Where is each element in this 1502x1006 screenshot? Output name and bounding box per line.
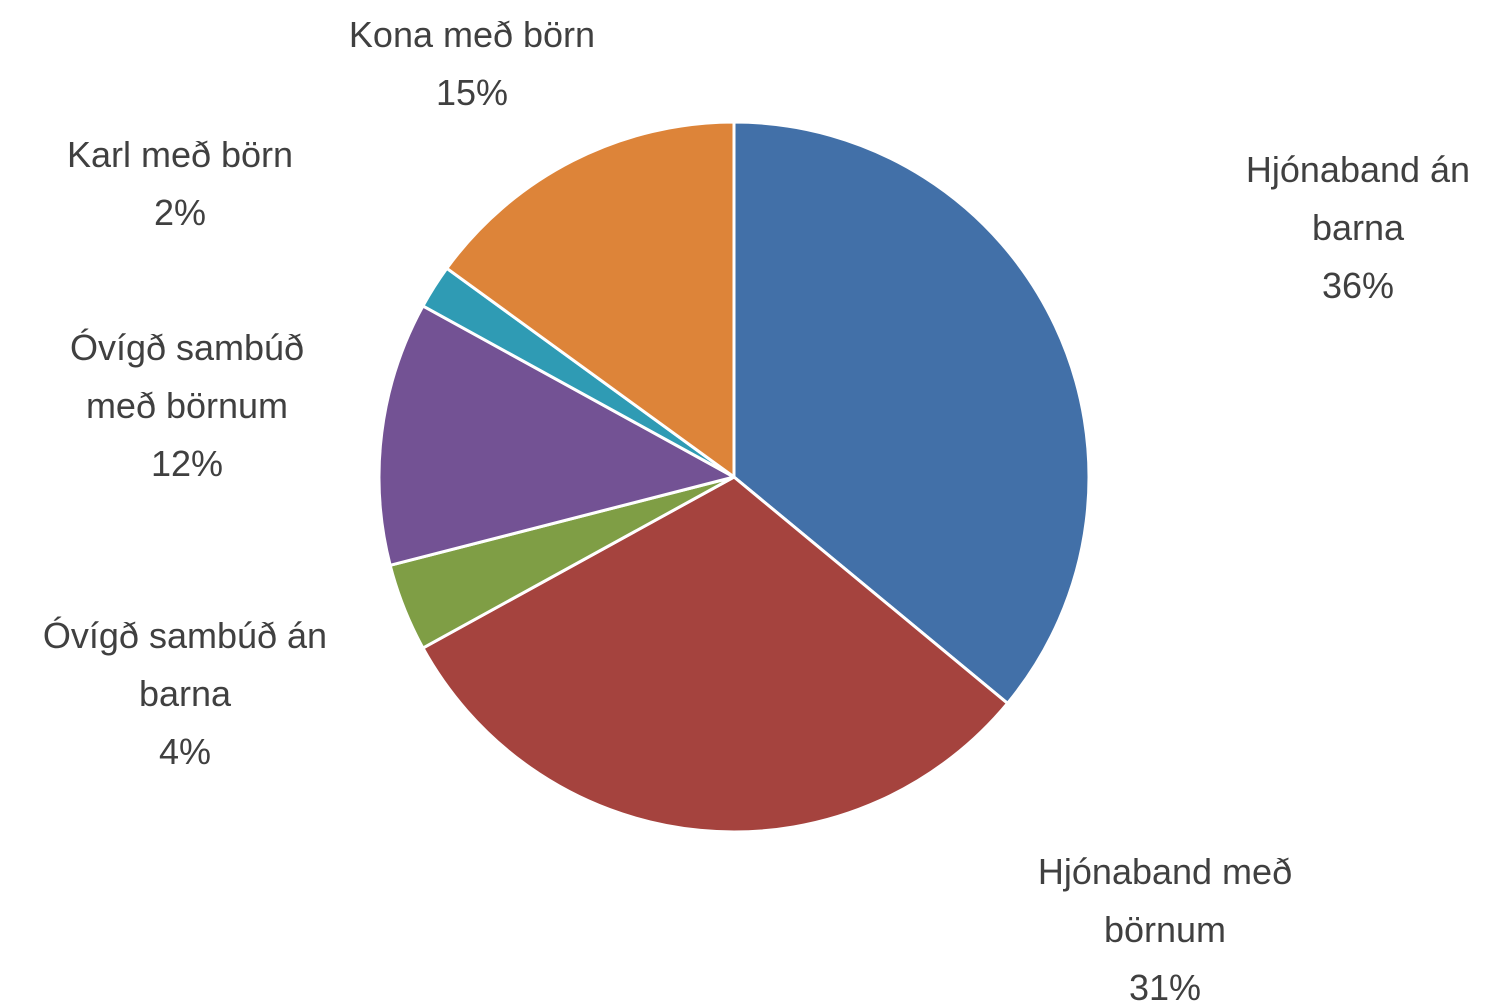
value-label: 4% — [158, 731, 212, 772]
value-label: 2% — [153, 192, 207, 233]
value-label: 15% — [435, 72, 509, 113]
category-label: Óvígð sambúð með börnum — [69, 327, 305, 426]
category-label: Óvígð sambúð án barna — [42, 615, 328, 714]
category-label: Kona með börn — [348, 14, 596, 55]
pie-slice — [732, 120, 1091, 705]
slice-label: Karl með börn 2% — [10, 126, 350, 242]
slice-label: Óvígð sambúð með börnum 12% — [57, 319, 317, 493]
pie-slice — [445, 120, 736, 479]
value-label: 12% — [150, 443, 224, 484]
value-label: 36% — [1321, 265, 1395, 306]
slice-label: Kona með börn 15% — [272, 6, 672, 122]
pie-slice — [421, 475, 1010, 834]
category-label: Hjónaband án barna — [1245, 149, 1471, 248]
slice-label: Hjónaband án barna 36% — [1218, 141, 1498, 315]
pie-slice — [377, 304, 736, 567]
category-label: Hjónaband með börnum — [1037, 851, 1293, 950]
value-label: 31% — [1128, 967, 1202, 1006]
slice-label: Óvígð sambúð án barna 4% — [25, 607, 345, 781]
slice-label: Hjónaband með börnum 31% — [1015, 843, 1315, 1006]
category-label: Karl með börn — [66, 134, 294, 175]
